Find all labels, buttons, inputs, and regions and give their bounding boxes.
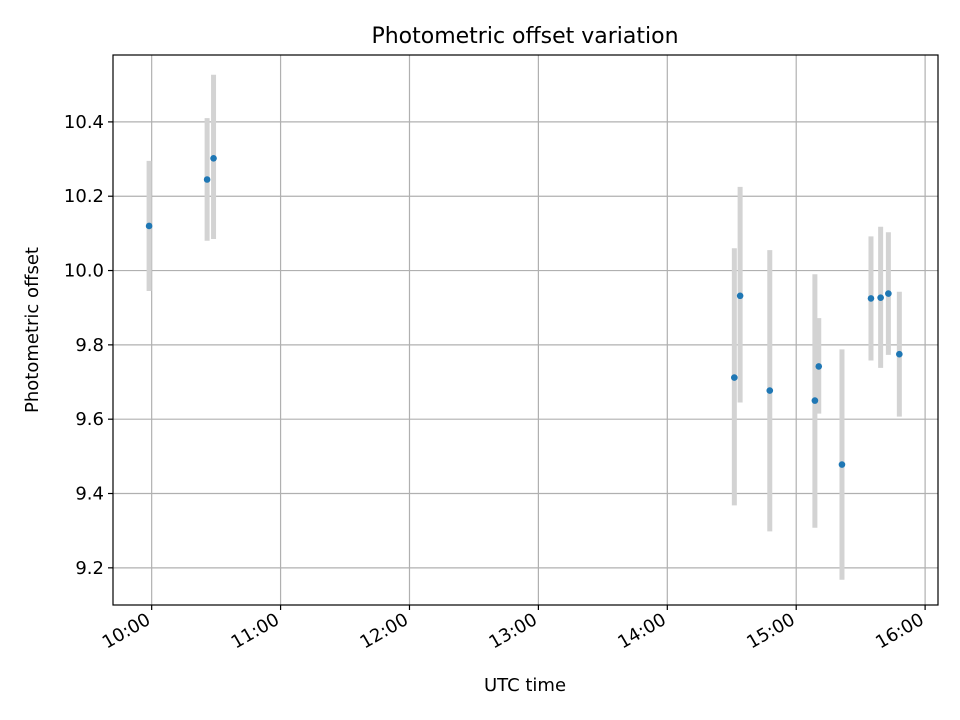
y-tick-label: 9.4: [75, 484, 104, 505]
chart-title: Photometric offset variation: [371, 24, 678, 49]
data-point: [896, 350, 903, 358]
grid-lines: [113, 55, 938, 605]
data-point: [867, 295, 875, 302]
y-tick-label: 10.4: [64, 112, 104, 133]
data-point: [877, 294, 884, 301]
y-tick-label: 10.0: [64, 261, 104, 282]
data-point: [815, 363, 823, 370]
data-points: [145, 155, 903, 468]
y-tick-label: 9.8: [75, 335, 104, 356]
data-point: [145, 222, 153, 230]
y-tick-label: 9.6: [75, 409, 104, 430]
x-axis-label: UTC time: [484, 675, 566, 696]
data-point: [766, 387, 774, 394]
data-point: [210, 155, 217, 162]
y-axis-label: Photometric offset: [22, 247, 43, 413]
data-point: [731, 374, 738, 381]
data-point: [736, 292, 744, 300]
y-tick-label: 10.2: [64, 186, 104, 207]
data-point: [203, 176, 211, 183]
data-point: [885, 290, 892, 297]
data-point: [838, 461, 846, 468]
plot-area-frame: [112, 54, 939, 606]
y-tick-label: 9.2: [75, 558, 104, 579]
data-point: [811, 397, 819, 404]
